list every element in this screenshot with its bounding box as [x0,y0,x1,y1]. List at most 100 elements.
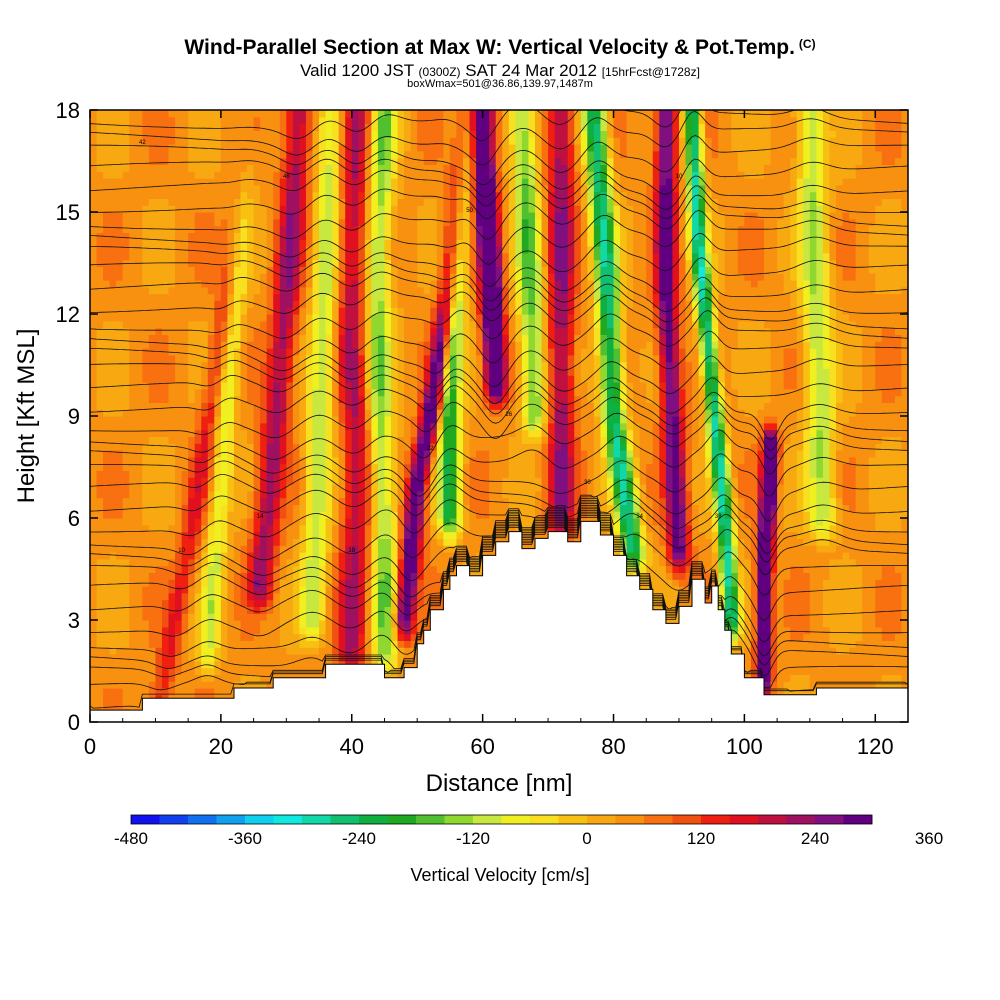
velocity-cell [253,429,261,437]
velocity-cell [436,300,444,308]
velocity-cell [142,674,150,682]
velocity-cell [109,558,117,567]
velocity-cell [168,232,176,240]
velocity-cell [227,334,235,342]
velocity-cell [332,259,340,267]
velocity-cell [332,307,340,315]
velocity-cell [338,171,346,179]
velocity-cell [201,320,209,329]
velocity-cell [227,164,235,172]
velocity-cell [103,701,111,709]
velocity-cell [253,511,261,519]
velocity-cell [103,368,111,376]
velocity-cell [377,191,386,199]
velocity-cell [305,334,314,342]
velocity-cell [122,429,130,437]
velocity-cell [345,470,353,478]
velocity-cell [148,252,157,261]
velocity-cell [371,558,379,567]
velocity-cell [404,341,412,349]
velocity-cell [345,252,353,261]
velocity-cell [397,300,405,308]
velocity-cell [116,599,124,607]
velocity-cell [423,191,431,199]
velocity-cell [201,416,209,424]
velocity-cell [161,361,170,369]
velocity-cell [194,443,202,451]
velocity-cell [266,626,274,635]
velocity-cell [161,314,170,322]
velocity-cell [220,477,229,485]
velocity-cell [286,178,294,186]
velocity-cell [220,545,229,553]
velocity-cell [305,470,314,478]
velocity-cell [364,314,372,322]
velocity-cell [338,395,346,403]
velocity-cell [443,334,451,342]
velocity-cell [253,382,261,390]
velocity-cell [240,647,248,655]
velocity-cell [358,606,366,614]
velocity-cell [220,436,229,444]
velocity-cell [292,545,300,553]
velocity-cell [358,633,366,641]
velocity-cell [116,538,124,546]
velocity-cell [214,123,222,131]
velocity-cell [286,150,294,159]
velocity-cell [168,511,176,519]
velocity-cell [168,524,176,533]
velocity-cell [266,633,274,641]
velocity-cell [391,205,399,213]
velocity-cell [397,273,405,281]
velocity-cell [135,572,143,580]
velocity-cell [168,416,176,424]
velocity-cell [384,239,392,247]
velocity-cell [305,205,314,213]
velocity-cell [325,586,333,594]
velocity-cell [240,436,248,444]
velocity-cell [364,334,372,342]
velocity-cell [103,477,111,485]
velocity-cell [377,497,386,505]
velocity-cell [201,484,209,492]
velocity-cell [273,647,281,655]
velocity-cell [103,246,111,254]
velocity-cell [129,599,137,607]
velocity-cell [233,164,242,172]
velocity-cell [430,361,438,369]
velocity-cell [436,205,444,213]
velocity-cell [247,626,255,635]
velocity-cell [305,341,314,349]
velocity-cell [103,694,111,703]
velocity-cell [96,110,104,118]
velocity-cell [175,382,183,390]
velocity-cell [227,157,235,165]
velocity-cell [233,402,242,410]
velocity-cell [338,368,346,376]
velocity-cell [214,252,222,261]
velocity-cell [181,606,189,614]
velocity-cell [391,606,399,614]
velocity-cell [417,443,425,451]
velocity-cell [397,660,405,669]
velocity-cell [109,572,117,580]
velocity-cell [377,504,386,512]
velocity-cell [292,184,300,193]
velocity-cell [338,116,346,125]
velocity-cell [214,579,222,587]
velocity-cell [423,606,431,614]
velocity-cell [220,348,229,356]
velocity-cell [116,443,124,451]
velocity-cell [371,320,379,329]
velocity-cell [273,354,281,363]
velocity-cell [273,572,281,580]
velocity-cell [279,545,287,553]
velocity-cell [155,144,163,152]
velocity-cell [220,259,229,267]
velocity-cell [247,382,255,390]
velocity-cell [253,178,261,186]
velocity-cell [266,273,274,281]
velocity-cell [194,552,202,560]
velocity-cell [325,456,333,465]
velocity-cell [181,518,189,526]
